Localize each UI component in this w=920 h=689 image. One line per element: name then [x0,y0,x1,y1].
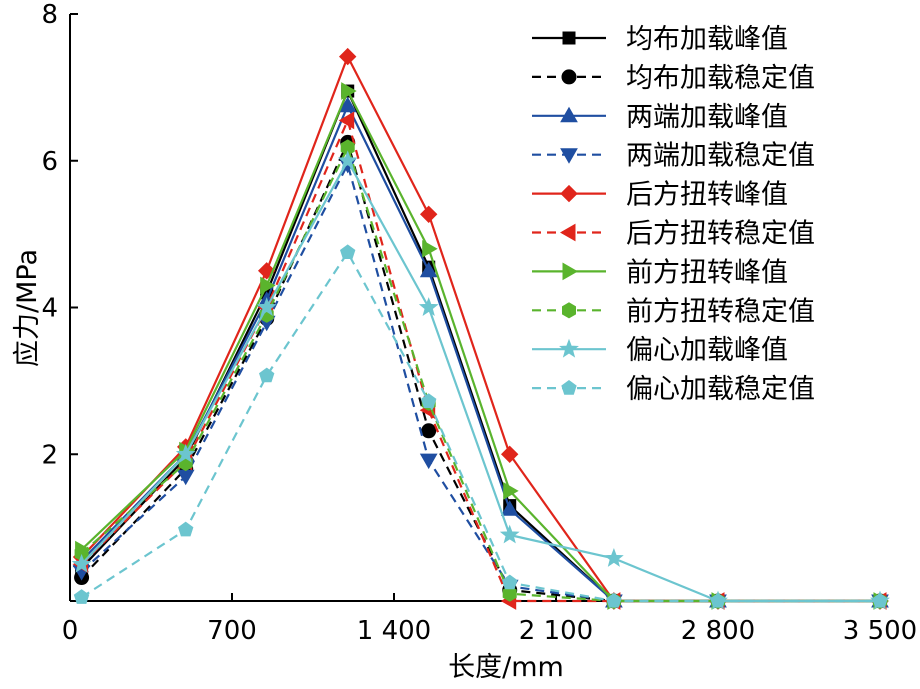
legend-marker [560,148,578,164]
legend-label: 后方扭转稳定值 [626,219,815,250]
x-axis-title: 长度/mm [448,652,564,683]
legend-marker [559,223,576,242]
data-point [499,524,520,544]
series-line [80,146,880,603]
x-tick-label: 700 [207,616,257,646]
data-point [710,592,726,608]
y-tick-label: 2 [41,440,58,470]
legend-item: 偏心加载稳定值 [532,374,815,405]
legend-label: 均布加载稳定值 [626,63,815,94]
x-tick-label: 2 800 [681,616,755,646]
data-point [71,553,92,573]
data-point [178,521,194,537]
legend-item: 均布加载稳定值 [532,63,815,94]
data-point [337,150,358,170]
data-point [256,297,277,316]
legend-marker [559,338,579,358]
legend-label: 两端加载稳定值 [626,141,815,172]
x-tick-label: 2 100 [519,616,593,646]
data-point [421,393,437,408]
x-tick-label: 0 [62,616,79,646]
x-tick-label: 3 500 [843,616,917,646]
data-point [338,111,355,130]
legend-label: 后方扭转峰值 [626,180,788,211]
data-point [500,500,519,516]
data-point [422,239,438,258]
y-tick-label: 6 [41,147,58,177]
data-point [502,585,517,602]
legend-label: 前方扭转峰值 [626,257,788,288]
ticks: 0 700 1 400 2 100 2 800 3 500 2 4 6 8 [41,0,917,646]
legend-marker [561,379,577,395]
y-tick-label: 4 [41,294,58,324]
legend-label: 均布加载峰值 [626,24,788,55]
legend: 均布加载峰值均布加载稳定值两端加载峰值两端加载稳定值后方扭转峰值后方扭转稳定值前… [532,24,815,405]
data-point [418,297,439,316]
y-axis-title: 应力/MPa [12,249,43,367]
data-point [606,592,622,608]
legend-item: 偏心加载峰值 [532,335,788,366]
legend-item: 前方扭转稳定值 [532,296,815,327]
series-lines [71,47,890,611]
data-point [73,589,90,604]
legend-item: 后方扭转峰值 [532,180,788,211]
data-point [419,453,438,470]
legend-label: 前方扭转稳定值 [626,296,815,327]
legend-marker [562,262,579,281]
legend-item: 前方扭转峰值 [532,257,788,288]
legend-item: 后方扭转稳定值 [532,219,815,250]
data-point [340,244,356,259]
legend-label: 偏心加载峰值 [626,335,788,366]
legend-label: 两端加载峰值 [626,102,788,133]
legend-item: 两端加载峰值 [532,102,788,133]
legend-marker [560,106,578,123]
series-line [80,55,880,603]
data-point [259,367,275,383]
data-point [176,469,195,486]
legend-marker [560,184,578,203]
data-point [872,592,888,608]
x-tick-label: 1 400 [357,616,431,646]
data-point [421,423,437,439]
data-point [260,276,276,295]
data-point [338,47,357,66]
legend-marker [562,31,576,45]
data-point [503,482,519,500]
data-point [338,96,357,113]
data-point [175,443,196,463]
data-point [341,82,357,100]
legend-item: 均布加载峰值 [532,24,788,55]
series-10 [73,244,888,608]
legend-label: 偏心加载稳定值 [626,374,815,405]
data-point [419,261,438,278]
y-tick-label: 8 [41,0,58,30]
legend-marker [561,69,577,85]
data-point [502,574,518,590]
legend-item: 两端加载稳定值 [532,141,815,172]
legend-marker [562,302,576,319]
data-point [419,205,438,224]
data-point [500,445,519,464]
data-point [603,547,624,567]
